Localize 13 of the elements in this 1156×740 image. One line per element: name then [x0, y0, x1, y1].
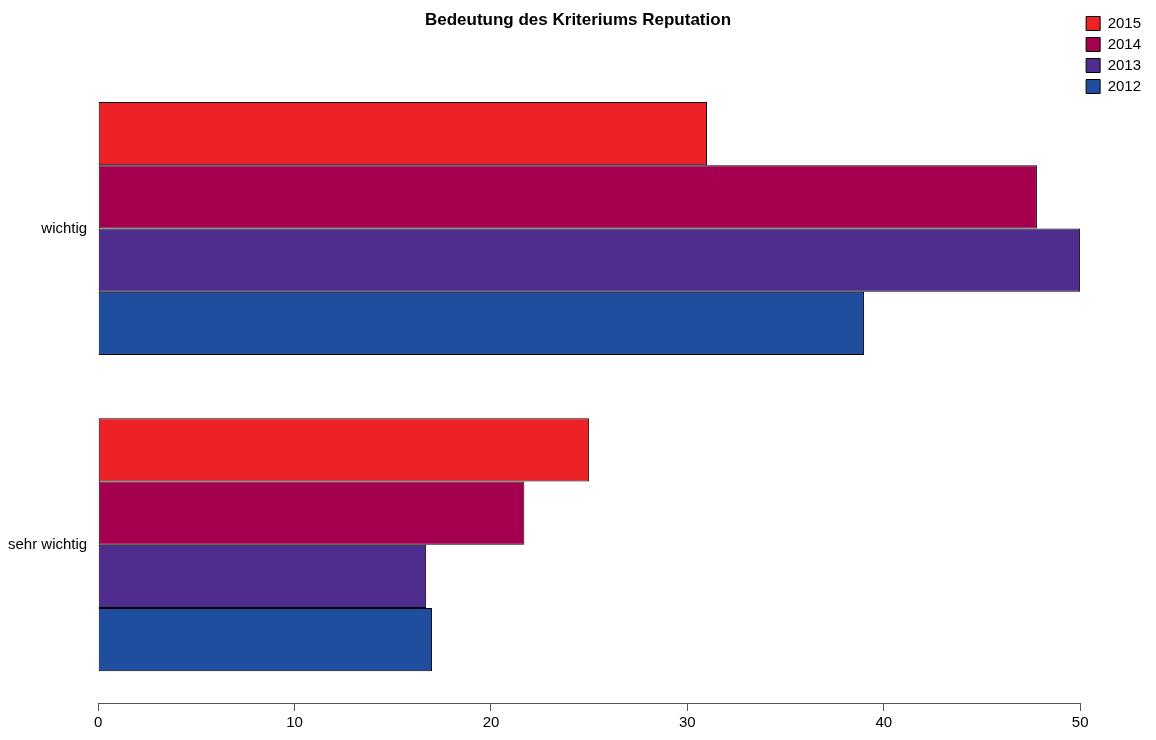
y-tick-label: wichtig	[40, 218, 88, 236]
x-tick-label: 10	[286, 713, 303, 731]
x-tick-label: 50	[1071, 713, 1089, 731]
chart-title: Bedeutung des Kriteriums Reputation	[424, 9, 732, 29]
x-tick-label: 30	[679, 713, 696, 731]
legend-label: 2015	[1107, 13, 1142, 31]
x-tick-label: 0	[94, 713, 103, 731]
legend-label: 2013	[1107, 55, 1142, 73]
legend-label: 2012	[1107, 76, 1142, 94]
y-tick-label: sehr wichtig	[7, 534, 88, 552]
legend-label: 2014	[1107, 34, 1142, 52]
x-tick-label: 20	[482, 713, 500, 731]
x-tick-label: 40	[875, 713, 893, 731]
